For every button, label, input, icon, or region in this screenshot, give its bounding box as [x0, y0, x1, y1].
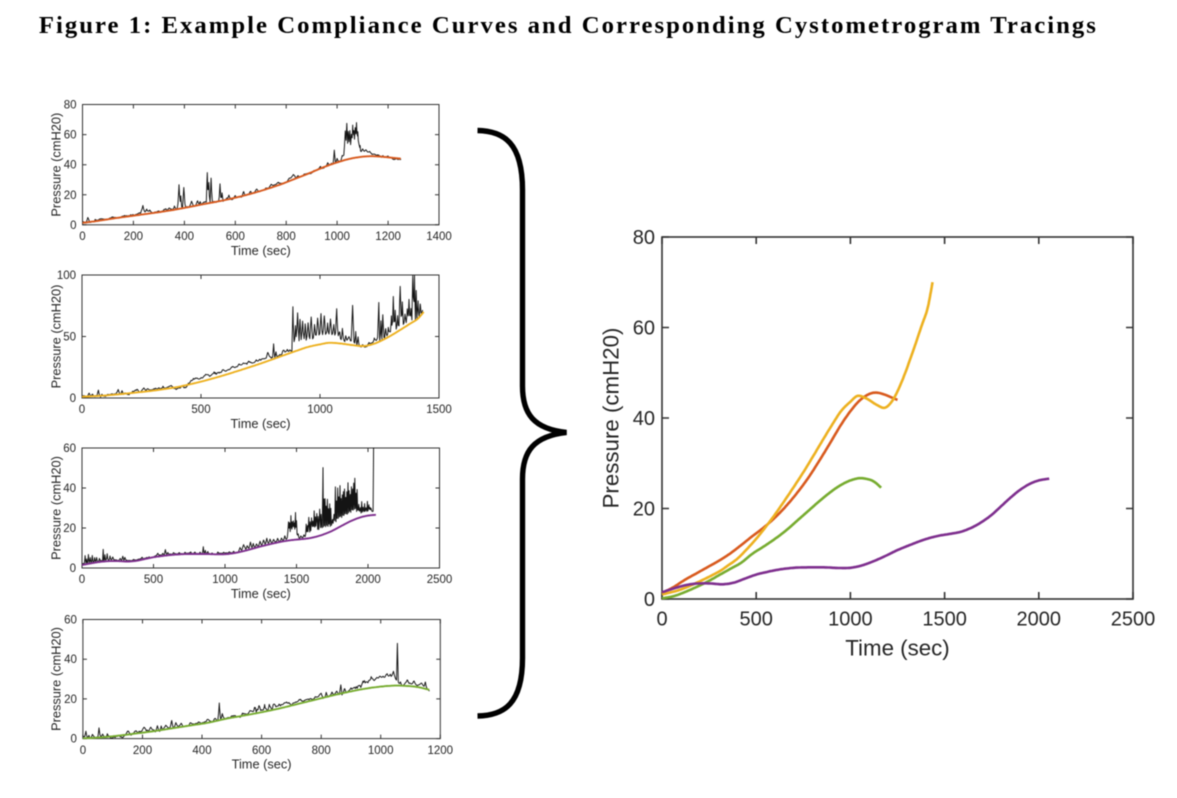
svg-text:0: 0: [70, 563, 76, 575]
svg-text:20: 20: [63, 523, 76, 535]
svg-text:1500: 1500: [284, 574, 310, 586]
svg-text:Pressure (cmH20): Pressure (cmH20): [599, 328, 624, 509]
svg-text:1000: 1000: [212, 574, 238, 586]
svg-text:2500: 2500: [1111, 609, 1156, 631]
svg-text:40: 40: [64, 160, 77, 172]
svg-text:20: 20: [64, 190, 77, 202]
svg-text:20: 20: [64, 694, 77, 706]
svg-text:0: 0: [79, 404, 85, 416]
svg-text:500: 500: [144, 574, 163, 586]
svg-text:400: 400: [175, 231, 194, 243]
svg-text:500: 500: [740, 609, 773, 631]
svg-text:2000: 2000: [355, 574, 381, 586]
svg-text:Pressure (cmH20): Pressure (cmH20): [49, 285, 64, 389]
svg-text:Time (sec): Time (sec): [231, 416, 291, 431]
svg-text:Time (sec): Time (sec): [845, 636, 949, 661]
svg-text:1000: 1000: [324, 231, 350, 243]
svg-text:0: 0: [70, 220, 76, 232]
svg-text:0: 0: [80, 745, 86, 757]
svg-text:400: 400: [192, 745, 211, 757]
svg-text:800: 800: [277, 231, 296, 243]
svg-text:0: 0: [79, 574, 85, 586]
svg-text:800: 800: [312, 745, 331, 757]
svg-text:0: 0: [79, 231, 85, 243]
svg-text:40: 40: [63, 483, 76, 495]
svg-text:600: 600: [226, 231, 245, 243]
svg-text:600: 600: [252, 745, 271, 757]
svg-text:60: 60: [633, 318, 655, 340]
svg-text:1400: 1400: [426, 231, 452, 243]
svg-text:1000: 1000: [307, 404, 333, 416]
svg-text:100: 100: [57, 270, 76, 282]
svg-text:200: 200: [133, 745, 152, 757]
svg-text:0: 0: [644, 589, 655, 611]
svg-text:2500: 2500: [427, 574, 453, 586]
svg-text:40: 40: [64, 654, 77, 666]
svg-text:200: 200: [124, 231, 143, 243]
svg-text:0: 0: [70, 393, 76, 405]
svg-text:60: 60: [63, 443, 76, 455]
svg-text:Time (sec): Time (sec): [232, 757, 292, 772]
svg-text:2000: 2000: [1017, 609, 1062, 631]
svg-text:Figure 1: Example Compliance C: Figure 1: Example Compliance Curves and …: [39, 12, 1096, 39]
svg-text:0: 0: [656, 609, 667, 631]
svg-text:500: 500: [191, 404, 210, 416]
svg-text:50: 50: [63, 332, 76, 344]
svg-text:Time (sec): Time (sec): [231, 586, 291, 601]
svg-text:1000: 1000: [828, 609, 873, 631]
svg-text:80: 80: [64, 100, 77, 112]
svg-text:Pressure (cmH20): Pressure (cmH20): [49, 113, 64, 217]
svg-text:1000: 1000: [368, 745, 394, 757]
svg-text:0: 0: [70, 734, 76, 746]
svg-text:Pressure (cmH20): Pressure (cmH20): [49, 627, 64, 731]
svg-text:1200: 1200: [375, 231, 401, 243]
svg-text:60: 60: [64, 615, 77, 627]
svg-text:60: 60: [64, 130, 77, 142]
svg-text:Time (sec): Time (sec): [231, 243, 291, 258]
svg-text:1500: 1500: [426, 404, 452, 416]
svg-text:1500: 1500: [922, 609, 967, 631]
svg-text:80: 80: [633, 227, 655, 249]
svg-text:20: 20: [633, 499, 655, 521]
svg-text:1200: 1200: [428, 745, 454, 757]
svg-text:Pressure (cmH20): Pressure (cmH20): [49, 456, 64, 560]
svg-text:40: 40: [633, 408, 655, 430]
